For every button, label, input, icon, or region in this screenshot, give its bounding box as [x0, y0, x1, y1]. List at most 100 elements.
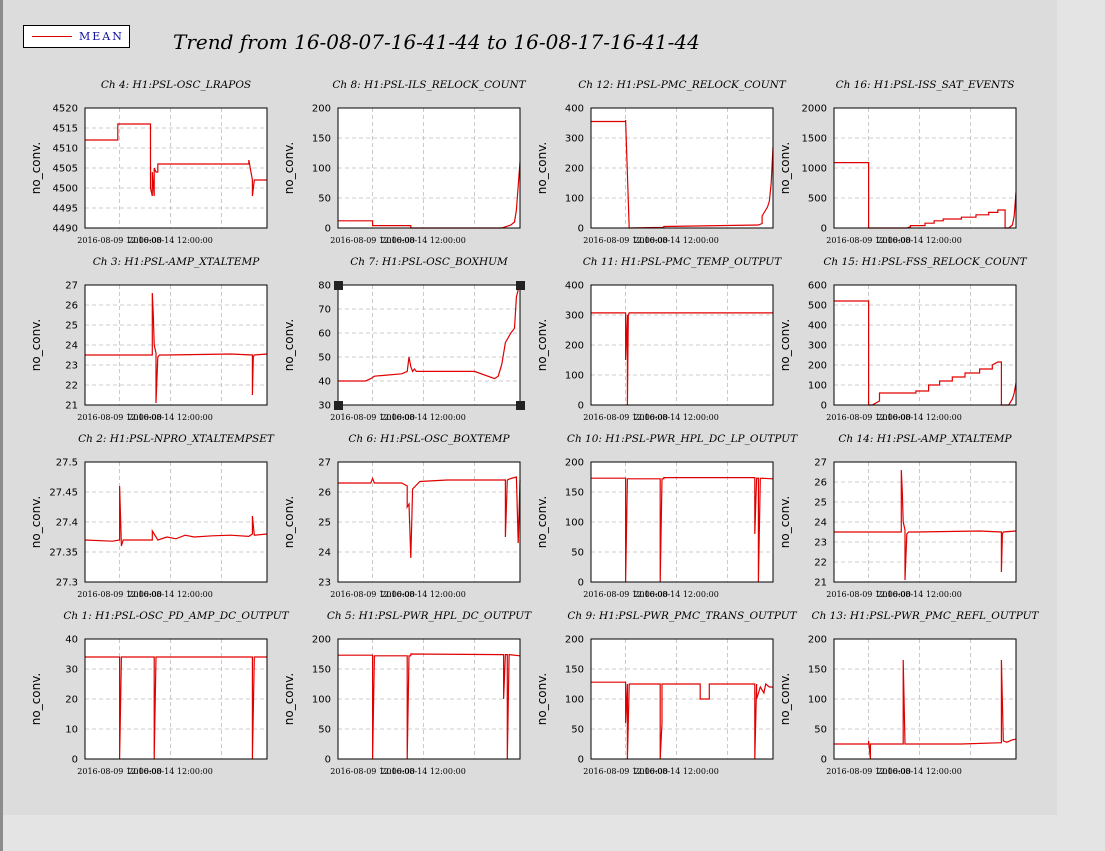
- chart-title: Ch 1: H1:PSL-OSC_PD_AMP_DC_OUTPUT: [63, 610, 289, 622]
- legend-line-swatch: [32, 36, 72, 37]
- y-tick-label: 50: [571, 725, 584, 736]
- y-tick-label: 150: [808, 665, 827, 676]
- x-tick-label: 2016-08-14 12:00:00: [877, 236, 962, 245]
- selection-handle: [334, 281, 343, 290]
- chart-panel: Ch 13: H1:PSL-PWR_PMC_REFL_OUTPUT 200 150 1…: [778, 610, 1039, 776]
- plot-frame: [833, 638, 1017, 760]
- y-tick-label: 30: [65, 665, 78, 676]
- series-line: [834, 162, 1017, 229]
- y-tick-label: 100: [565, 371, 584, 382]
- x-tick-label: 2016-08-14 12:00:00: [634, 767, 719, 776]
- x-tick-label: 2016-08-09 12:00:00: [826, 236, 911, 245]
- chart-title: Ch 6: H1:PSL-OSC_BOXTEMP: [348, 433, 510, 445]
- y-axis-label: no_conv.: [778, 142, 792, 194]
- x-tick-label: 2016-08-14 12:00:00: [877, 767, 962, 776]
- y-tick-label: 70: [318, 305, 331, 316]
- plot-frame: [84, 107, 268, 229]
- chart-panel: Ch 7: H1:PSL-OSC_BOXHUM8070605040302016-…: [282, 256, 525, 422]
- y-axis-label: no_conv.: [282, 496, 296, 548]
- y-tick-label: 22: [65, 381, 78, 392]
- y-tick-label: 27: [65, 281, 78, 292]
- x-tick-label: 2016-08-09 12:00:00: [330, 236, 415, 245]
- page-title: Trend from 16-08-07-16-41-44 to 16-08-17…: [173, 30, 700, 54]
- y-tick-label: 50: [318, 353, 331, 364]
- y-tick-label: 300: [565, 134, 584, 145]
- plot-frame: [590, 107, 774, 229]
- x-tick-label: 2016-08-14 12:00:00: [634, 590, 719, 599]
- series-line: [338, 284, 521, 382]
- y-tick-label: 80: [318, 281, 331, 292]
- plot-area: [338, 285, 520, 405]
- y-tick-label: 27.45: [49, 488, 78, 499]
- chart-title: Ch 15: H1:PSL-FSS_RELOCK_COUNT: [823, 256, 1027, 268]
- x-tick-label: 2016-08-09 12:00:00: [77, 590, 162, 599]
- y-tick-label: 24: [318, 548, 331, 559]
- chart-title: Ch 3: H1:PSL-AMP_XTALTEMP: [93, 256, 261, 268]
- plot-frame: [590, 461, 774, 583]
- x-tick-label: 2016-08-14 12:00:00: [381, 767, 466, 776]
- y-axis-label: no_conv.: [535, 673, 549, 725]
- plot-frame: [84, 284, 268, 406]
- y-tick-label: 26: [318, 488, 331, 499]
- y-tick-label: 0: [325, 224, 331, 235]
- y-tick-label: 27.35: [49, 548, 78, 559]
- y-tick-label: 500: [808, 301, 827, 312]
- y-tick-label: 4495: [53, 204, 78, 215]
- y-tick-label: 4500: [53, 184, 78, 195]
- y-tick-label: 200: [808, 635, 827, 646]
- y-tick-label: 100: [312, 695, 331, 706]
- y-tick-label: 0: [72, 755, 78, 766]
- x-tick-label: 2016-08-09 12:00:00: [583, 236, 668, 245]
- x-tick-label: 2016-08-09 12:00:00: [77, 767, 162, 776]
- y-tick-label: 400: [565, 281, 584, 292]
- y-tick-label: 4520: [53, 104, 78, 115]
- x-tick-label: 2016-08-14 12:00:00: [128, 590, 213, 599]
- y-tick-label: 200: [565, 164, 584, 175]
- chart-panel: Ch 2: H1:PSL-NPRO_XTALTEMPSET 27.5 27.45 27…: [29, 433, 275, 599]
- y-axis-label: no_conv.: [535, 496, 549, 548]
- y-tick-label: 4505: [53, 164, 78, 175]
- y-tick-label: 1500: [802, 134, 827, 145]
- chart-title: Ch 7: H1:PSL-OSC_BOXHUM: [350, 256, 508, 268]
- x-tick-label: 2016-08-09 12:00:00: [826, 767, 911, 776]
- y-tick-label: 20: [65, 695, 78, 706]
- series-line: [338, 161, 521, 229]
- y-tick-label: 23: [318, 578, 331, 589]
- plot-frame: [84, 461, 268, 583]
- y-axis-label: no_conv.: [778, 673, 792, 725]
- y-tick-label: 0: [325, 755, 331, 766]
- x-tick-label: 2016-08-09 12:00:00: [583, 590, 668, 599]
- x-tick-label: 2016-08-09 12:00:00: [330, 590, 415, 599]
- series-line: [591, 681, 773, 760]
- plot-frame: [337, 461, 521, 583]
- plot-frame: [337, 638, 521, 760]
- plot-frame: [590, 638, 774, 760]
- y-tick-label: 27.5: [56, 458, 78, 469]
- y-tick-label: 200: [312, 635, 331, 646]
- series-line: [85, 292, 268, 404]
- y-axis-label: no_conv.: [535, 319, 549, 371]
- chart-title: Ch 14: H1:PSL-AMP_XTALTEMP: [838, 433, 1012, 445]
- x-tick-label: 2016-08-09 12:00:00: [330, 413, 415, 422]
- chart-title: Ch 16: H1:PSL-ISS_SAT_EVENTS: [836, 79, 1015, 91]
- y-tick-label: 600: [808, 281, 827, 292]
- y-axis-label: no_conv.: [535, 142, 549, 194]
- y-tick-label: 10: [65, 725, 78, 736]
- plot-frame: [590, 284, 774, 406]
- y-axis-label: no_conv.: [29, 319, 43, 371]
- y-tick-label: 22: [814, 558, 827, 569]
- y-tick-label: 150: [565, 488, 584, 499]
- y-tick-label: 100: [312, 164, 331, 175]
- chart-title: Ch 12: H1:PSL-PMC_RELOCK_COUNT: [578, 79, 787, 91]
- chart-panel: Ch 8: H1:PSL-ILS_RELOCK_COUNT 200 150 100 50…: [282, 79, 527, 245]
- y-tick-label: 0: [821, 755, 827, 766]
- y-tick-label: 0: [821, 401, 827, 412]
- y-axis-label: no_conv.: [29, 673, 43, 725]
- chart-title: Ch 10: H1:PSL-PWR_HPL_DC_LP_OUTPUT: [567, 433, 798, 445]
- series-line: [834, 300, 1017, 406]
- y-tick-label: 1000: [802, 164, 827, 175]
- y-tick-label: 200: [565, 341, 584, 352]
- y-tick-label: 50: [318, 194, 331, 205]
